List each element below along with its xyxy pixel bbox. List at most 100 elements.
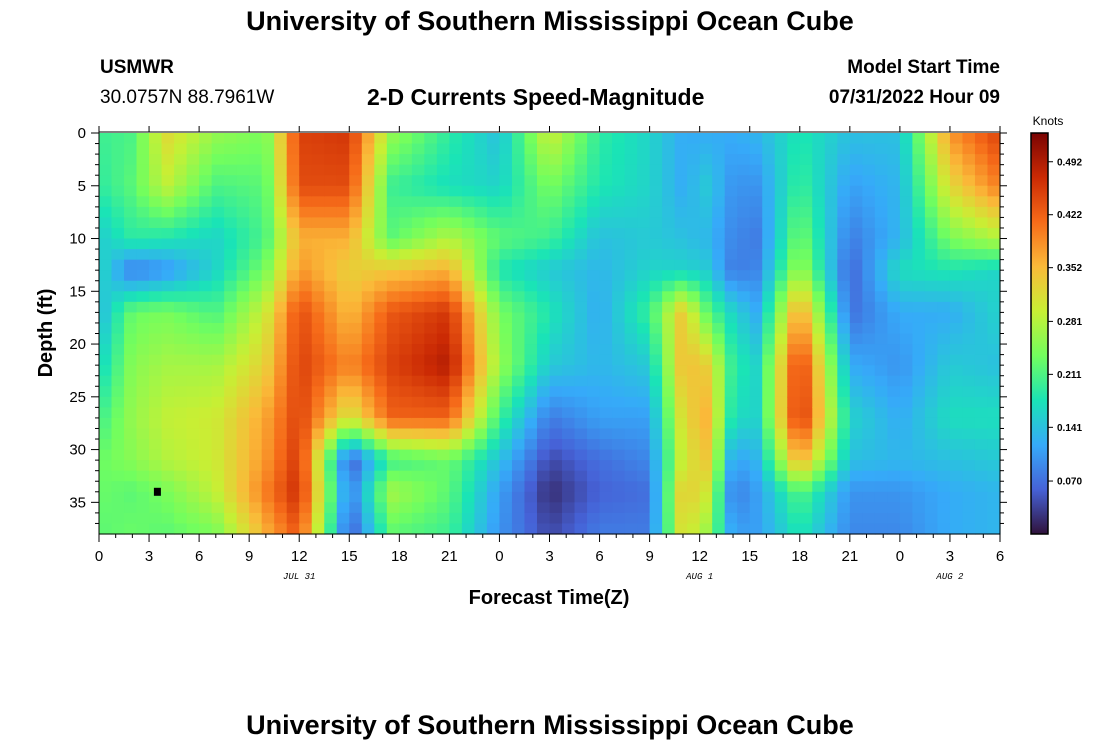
heatmap-cell [749, 449, 763, 461]
heatmap-cell [224, 470, 238, 482]
heatmap-cell [612, 396, 626, 408]
heatmap-cell [324, 270, 338, 282]
heatmap-cell [899, 154, 913, 166]
heatmap-cell [349, 354, 363, 366]
heatmap-cell [662, 354, 676, 366]
heatmap-cell [261, 164, 275, 176]
y-axis-label: Depth (ft) [35, 289, 57, 378]
heatmap-cell [511, 291, 526, 303]
heatmap-cell [199, 439, 213, 451]
heatmap-cell [161, 270, 175, 282]
heatmap-cell [812, 206, 826, 219]
heatmap-cell [862, 344, 876, 356]
heatmap-cell [887, 502, 901, 514]
heatmap-cell [949, 481, 964, 493]
product-title: 2-D Currents Speed-Magnitude [367, 84, 705, 110]
heatmap-cell [536, 470, 551, 482]
heatmap-cell [224, 460, 238, 472]
heatmap-cell [674, 154, 688, 166]
heatmap-cell [186, 491, 200, 503]
heatmap-cell [149, 460, 163, 472]
heatmap-cell [812, 417, 826, 430]
heatmap-cell [474, 428, 488, 440]
heatmap-cell [937, 344, 951, 356]
heatmap-cell [924, 354, 939, 366]
heatmap-cell [687, 312, 701, 324]
heatmap-cell [687, 386, 701, 398]
heatmap-cell [824, 407, 838, 419]
heatmap-cell [349, 280, 363, 292]
heatmap-cell [737, 133, 751, 145]
heatmap-cell [574, 291, 588, 303]
heatmap-cell [199, 481, 213, 493]
heatmap-cell [236, 143, 250, 155]
heatmap-cell [624, 523, 638, 535]
heatmap-cell [286, 417, 300, 430]
heatmap-cell [411, 365, 425, 377]
heatmap-cell [649, 185, 663, 197]
heatmap-cell [562, 460, 576, 472]
heatmap-cell [211, 206, 225, 219]
heatmap-cell [224, 217, 238, 229]
heatmap-cell [612, 460, 626, 472]
heatmap-cell [249, 333, 263, 345]
heatmap-cell [161, 386, 175, 398]
heatmap-cell [211, 175, 225, 187]
heatmap-cell [799, 291, 813, 303]
heatmap-cell [662, 491, 676, 503]
heatmap-cell [662, 449, 676, 461]
heatmap-cell [124, 491, 138, 503]
heatmap-cell [649, 365, 663, 377]
heatmap-cell [474, 396, 488, 408]
heatmap-cell [837, 491, 851, 503]
heatmap-cell [324, 249, 338, 261]
heatmap-cell [574, 185, 588, 197]
heatmap-cell [612, 449, 626, 461]
heatmap-cell [261, 344, 275, 356]
heatmap-cell [849, 154, 863, 166]
heatmap-cell [524, 154, 538, 166]
heatmap-cell [937, 206, 951, 219]
heatmap-cell [562, 365, 576, 377]
heatmap-cell [224, 354, 238, 366]
heatmap-cell [987, 175, 1001, 187]
heatmap-cell [374, 175, 388, 187]
heatmap-cell [549, 470, 563, 482]
heatmap-cell [774, 512, 788, 525]
heatmap-cell [499, 481, 513, 493]
heatmap-cell [974, 470, 989, 482]
heatmap-cell [837, 133, 851, 145]
heatmap-cell [511, 270, 526, 282]
heatmap-cell [899, 301, 913, 313]
heatmap-cell [99, 470, 113, 482]
heatmap-cell [562, 175, 576, 187]
heatmap-cell [486, 175, 501, 187]
heatmap-cell [449, 375, 463, 387]
heatmap-cell [374, 164, 388, 176]
heatmap-cell [749, 249, 763, 261]
heatmap-cell [536, 344, 551, 356]
heatmap-cell [912, 259, 926, 271]
heatmap-cell [186, 206, 200, 219]
heatmap-cell [874, 481, 888, 493]
heatmap-cell [637, 259, 651, 271]
heatmap-cell [374, 322, 388, 335]
heatmap-cell [874, 249, 888, 261]
heatmap-cell [699, 312, 713, 324]
heatmap-cell [311, 312, 325, 324]
heatmap-cell [949, 460, 964, 472]
heatmap-cell [536, 164, 551, 176]
heatmap-cell [624, 280, 638, 292]
heatmap-cell [286, 133, 300, 145]
heatmap-cell [962, 491, 976, 503]
heatmap-cell [411, 206, 425, 219]
heatmap-cell [324, 322, 338, 335]
heatmap-cell [486, 270, 501, 282]
heatmap-cell [161, 375, 175, 387]
heatmap-cell [311, 365, 325, 377]
heatmap-cell [286, 143, 300, 155]
heatmap-cell [374, 502, 388, 514]
heatmap-cell [124, 291, 138, 303]
heatmap-cell [411, 217, 425, 229]
